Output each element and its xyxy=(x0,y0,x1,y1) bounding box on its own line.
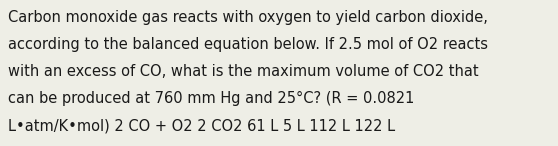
Text: with an excess of CO, what is the maximum volume of CO2 that: with an excess of CO, what is the maximu… xyxy=(8,64,479,79)
Text: according to the balanced equation below. If 2.5 mol of O2 reacts: according to the balanced equation below… xyxy=(8,37,488,52)
Text: Carbon monoxide gas reacts with oxygen to yield carbon dioxide,: Carbon monoxide gas reacts with oxygen t… xyxy=(8,10,488,25)
Text: L•atm/K•mol) 2 CO + O2 2 CO2 61 L 5 L 112 L 122 L: L•atm/K•mol) 2 CO + O2 2 CO2 61 L 5 L 11… xyxy=(8,118,396,133)
Text: can be produced at 760 mm Hg and 25°C? (R = 0.0821: can be produced at 760 mm Hg and 25°C? (… xyxy=(8,91,415,106)
